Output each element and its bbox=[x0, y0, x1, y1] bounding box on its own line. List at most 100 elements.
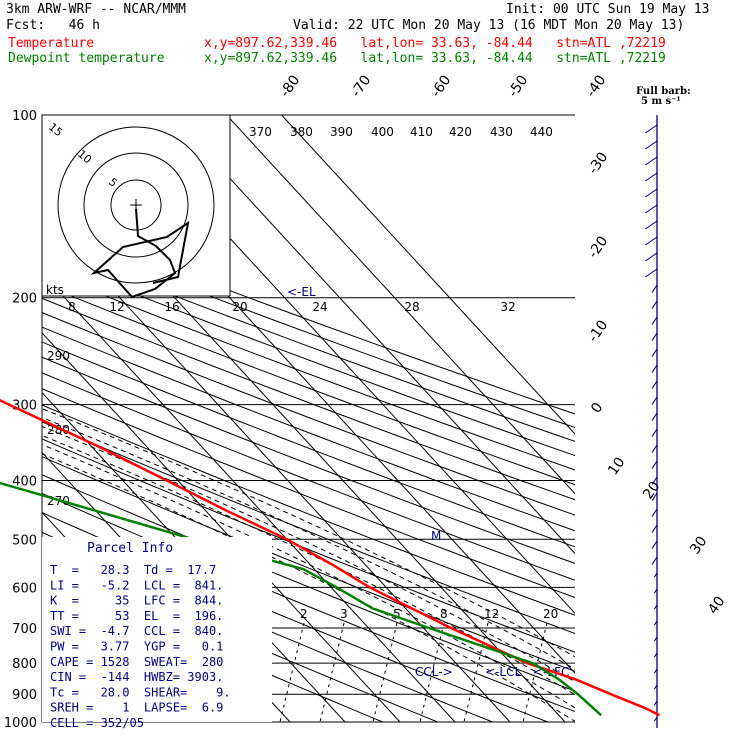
temperature-tick-label: -20 bbox=[585, 233, 611, 261]
mixing-ratio-label: 20 bbox=[543, 607, 558, 621]
wind-barb bbox=[645, 172, 658, 182]
level-marker: CCL-> bbox=[415, 665, 453, 679]
isotherm-line bbox=[42, 332, 401, 722]
init-time: Init: 00 UTC Sun 19 May 13 bbox=[506, 2, 710, 17]
wind-barb bbox=[645, 188, 658, 198]
dry-adiabat bbox=[42, 256, 575, 457]
forecast-hour: Fcst: 46 h bbox=[6, 18, 100, 33]
temperature-tick-label: -50 bbox=[505, 72, 531, 100]
mixing-ratio-label: 5 bbox=[393, 607, 401, 621]
temperature-tick-label: 30 bbox=[687, 534, 710, 558]
parcel-info-box: Parcel Info T = 28.3 Td = 17.7LI = -5.2 L… bbox=[42, 537, 272, 730]
theta-label: 430 bbox=[490, 125, 513, 139]
parcel-row: CIN = -144 HWBZ= 3903. bbox=[50, 670, 223, 684]
wind-barb bbox=[653, 572, 658, 578]
hodo-speed-label: 8 bbox=[68, 300, 76, 314]
wind-barb bbox=[653, 652, 658, 658]
wind-barb bbox=[651, 412, 658, 421]
parcel-row: SREH = 1 LAPSE= 6.9 bbox=[50, 701, 223, 715]
wind-barb bbox=[653, 604, 658, 610]
dewpoint-profile bbox=[0, 481, 603, 717]
dry-adiabat bbox=[42, 341, 575, 548]
hodograph-units: kts bbox=[46, 283, 64, 297]
mixing-ratio-label: 2 bbox=[300, 607, 308, 621]
wind-barb bbox=[651, 428, 658, 437]
pressure-tick-label: 1000 bbox=[4, 716, 37, 731]
barb-note-line1: Full barb: bbox=[636, 86, 691, 97]
wind-barb bbox=[653, 668, 658, 674]
wind-barb bbox=[653, 636, 658, 642]
dry-adiabat bbox=[42, 312, 575, 516]
dry-adiabat bbox=[42, 573, 383, 722]
m-marker: M bbox=[431, 529, 441, 543]
temperature-tick-label: -30 bbox=[585, 149, 611, 177]
temperature-profile bbox=[0, 398, 661, 717]
isotherm-line bbox=[42, 272, 456, 722]
dry-adiabat bbox=[42, 326, 575, 532]
pressure-tick-label: 700 bbox=[12, 622, 37, 637]
moist-adiabat bbox=[42, 434, 575, 696]
wind-barb bbox=[651, 348, 658, 357]
dry-adiabat bbox=[42, 372, 575, 581]
temp-legend-label: Temperature bbox=[8, 36, 95, 51]
profiles bbox=[0, 398, 661, 717]
dry-adiabat bbox=[42, 456, 575, 672]
parcel-row: LI = -5.2 LCL = 841. bbox=[50, 578, 223, 592]
wind-barb bbox=[645, 124, 658, 134]
pressure-tick-label: 900 bbox=[12, 688, 37, 703]
parcel-row: Tc = 28.0 SHEAR= 9. bbox=[50, 685, 231, 699]
wind-barb bbox=[651, 524, 658, 533]
hodograph-ring bbox=[110, 179, 162, 231]
hodo-speed-label: 32 bbox=[500, 300, 515, 314]
parcel-row: TT = 53 EL = 196. bbox=[50, 609, 223, 623]
hodo-speed-label: 20 bbox=[232, 300, 247, 314]
moist-adiabat bbox=[42, 453, 575, 722]
wind-barb bbox=[645, 220, 658, 230]
hodograph-ring bbox=[57, 126, 215, 284]
wind-barb bbox=[651, 460, 658, 469]
wind-barb bbox=[651, 508, 658, 517]
isotherm-line bbox=[281, 115, 575, 435]
wind-barb bbox=[645, 236, 658, 246]
mixing-ratio-line bbox=[372, 622, 398, 722]
wind-barb bbox=[651, 380, 658, 389]
wind-barb bbox=[645, 156, 658, 166]
parcel-row: CELL = 352/05 bbox=[50, 716, 144, 730]
hodograph-ring bbox=[83, 152, 189, 258]
wind-barb bbox=[651, 284, 658, 293]
temperature-tick-label: 0 bbox=[588, 400, 606, 416]
dry-adiabat bbox=[42, 230, 575, 429]
theta-label: 400 bbox=[371, 125, 394, 139]
parcel-box-bg bbox=[42, 537, 272, 722]
hodo-speed-label: 16 bbox=[164, 300, 179, 314]
pressure-tick-label: 500 bbox=[12, 533, 37, 548]
hodo-speed-label: 12 bbox=[109, 300, 124, 314]
wind-barb bbox=[645, 268, 658, 278]
hodo-speed-label: 28 bbox=[404, 300, 419, 314]
mixing-ratio-label: 3 bbox=[340, 607, 348, 621]
wind-barb bbox=[653, 716, 658, 722]
moist-adiabat bbox=[42, 444, 575, 709]
dry-adiabat bbox=[42, 404, 575, 616]
level-marker: <-LCL bbox=[485, 665, 521, 679]
mixing-ratio-line bbox=[319, 622, 345, 722]
theta-label: 410 bbox=[410, 125, 433, 139]
dry-adiabat bbox=[42, 297, 575, 501]
el-marker: <-EL bbox=[287, 285, 316, 299]
dry-adiabats bbox=[42, 218, 575, 722]
wind-barbs: Full barb:5 m s⁻¹ bbox=[636, 86, 691, 728]
temperature-tick-label: 20 bbox=[640, 479, 663, 503]
temperature-tick-label: 10 bbox=[605, 455, 628, 479]
wind-barb bbox=[645, 140, 658, 150]
dry-adiabat bbox=[42, 270, 575, 471]
temperature-tick-label: -70 bbox=[348, 72, 374, 100]
dry-adiabat bbox=[42, 438, 575, 653]
parcel-row: T = 28.3 Td = 17.7 bbox=[50, 563, 216, 577]
mixing-ratio-line bbox=[419, 622, 445, 722]
dry-adiabat bbox=[42, 243, 575, 442]
pressure-tick-label: 800 bbox=[12, 657, 37, 672]
temperature-tick-label: -10 bbox=[585, 317, 611, 345]
hodo-speed-label: 24 bbox=[312, 300, 327, 314]
wind-barb bbox=[653, 588, 658, 594]
